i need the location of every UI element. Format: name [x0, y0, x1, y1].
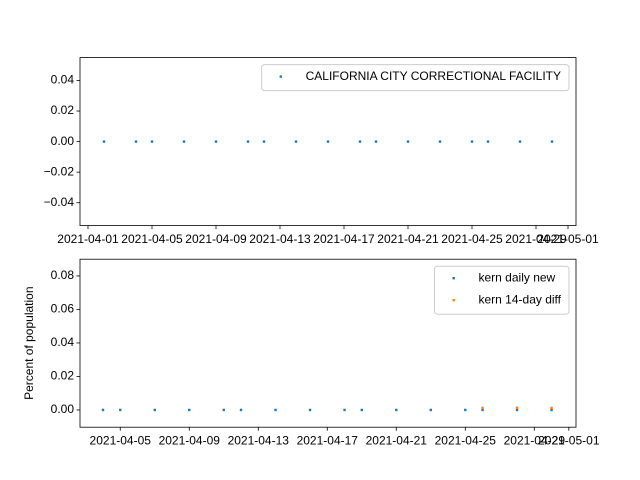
point [182, 140, 186, 143]
point [222, 408, 225, 412]
legend: CALIFORNIA CITY CORRECTIONAL FACILITY [261, 64, 570, 92]
x-tick-label: 2021-04-09 [185, 232, 247, 246]
point [308, 408, 312, 412]
point [150, 140, 154, 143]
x-tick-label: 2021-04-29 [505, 232, 567, 246]
point [262, 140, 266, 143]
point [550, 140, 554, 143]
x-tick-label: 2021-04-21 [366, 433, 428, 447]
point [374, 140, 378, 143]
point [550, 408, 553, 412]
y-tick-label: 0.02 [51, 369, 75, 383]
x-tick-label: 2021-04-13 [228, 433, 290, 447]
x-tick-label: 2021-04-25 [441, 232, 503, 246]
legend-label: kern daily new [479, 270, 556, 284]
y-tick-label: 0.06 [51, 302, 75, 316]
point [464, 408, 467, 412]
x-tick-label: 2021-05-01 [538, 433, 600, 447]
point [429, 408, 432, 412]
legend-marker [452, 299, 455, 302]
x-tick-label: 2021-04-17 [297, 433, 359, 447]
point [274, 408, 277, 412]
legend-marker [279, 75, 283, 78]
x-tick-label: 2021-04-25 [435, 433, 497, 447]
point [515, 408, 519, 412]
legend-box [261, 64, 570, 92]
point [101, 408, 105, 412]
legend-box [434, 265, 570, 315]
legend-label: CALIFORNIA CITY CORRECTIONAL FACILITY [306, 69, 561, 83]
y-tick-label: −0.02 [44, 164, 75, 178]
point [438, 140, 442, 143]
point [358, 140, 362, 143]
x-tick-label: 2021-04-17 [313, 232, 375, 246]
point [481, 408, 484, 412]
point [550, 406, 553, 410]
legend-label: kern 14-day diff [479, 292, 562, 306]
point [486, 140, 490, 143]
point [294, 140, 298, 143]
point [119, 408, 122, 412]
point [134, 140, 138, 143]
point [246, 140, 250, 143]
y-tick-label: 0.00 [51, 402, 75, 416]
point [406, 140, 410, 143]
axes-frame [79, 258, 577, 428]
x-tick-label: 2021-05-01 [537, 232, 599, 246]
x-tick-label: 2021-04-21 [377, 232, 439, 246]
legend: kern daily new kern 14-day diff [434, 265, 570, 315]
x-tick-label: 2021-04-01 [57, 232, 119, 246]
x-tick-label: 2021-04-05 [90, 433, 152, 447]
y-axis-label: Percent of population [22, 286, 36, 399]
y-tick-label: 0.08 [51, 268, 75, 282]
y-tick-label: 0.00 [51, 134, 75, 148]
point [360, 408, 363, 412]
y-tick-label: 0.04 [51, 73, 75, 87]
point [326, 140, 330, 143]
x-tick-label: 2021-04-13 [249, 232, 311, 246]
point [102, 140, 106, 143]
point [515, 406, 519, 409]
point [188, 408, 191, 412]
legend-marker [452, 277, 455, 280]
point [470, 140, 474, 143]
point [214, 140, 218, 143]
point [153, 408, 156, 412]
y-tick-label: 0.02 [51, 103, 75, 117]
point [239, 408, 243, 412]
point [481, 406, 484, 410]
point [395, 408, 398, 412]
x-tick-label: 2021-04-09 [159, 433, 221, 447]
axes-frame [79, 57, 577, 226]
y-tick-label: −0.04 [44, 195, 75, 209]
point [343, 408, 346, 412]
y-tick-label: 0.04 [51, 335, 75, 349]
x-tick-label: 2021-04-29 [504, 433, 566, 447]
x-tick-label: 2021-04-05 [121, 232, 183, 246]
point [518, 140, 522, 143]
